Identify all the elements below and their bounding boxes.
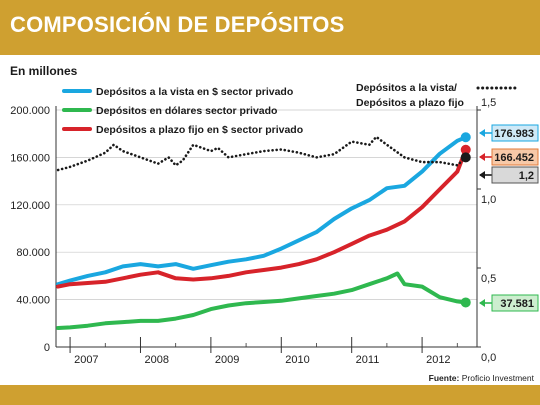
y-tick-label-right: 1,0 [481,194,496,206]
callout-value-dolares: 37.581 [500,298,534,310]
callout-box-plazo [491,148,539,166]
y-tick-label-left: 200.000 [10,105,50,117]
y-tick-label-right: 0,0 [481,352,496,364]
y-tick-label-left: 0 [44,342,50,354]
end-point-dolares [460,297,471,308]
legend-label-ratio-line1: Depósitos a la vista/ [356,82,457,94]
series-line-plazo [56,147,468,289]
x-tick-label: 2011 [356,354,380,366]
legend-label-plazo: Depósitos a plazo fijo en $ sector priva… [96,124,303,136]
callout-arrowhead-plazo [479,153,485,161]
end-point-vista [460,132,471,143]
y-tick-label-left: 120.000 [10,200,50,212]
callout-box-dolares [491,294,539,312]
callout-arrowhead-vista [479,129,485,137]
callout-arrowhead-dolares [479,299,485,307]
x-tick-label: 2008 [144,354,168,366]
y-tick-label-left: 160.000 [10,152,50,164]
end-point-plazo [460,144,471,155]
x-tick-label: 2009 [215,354,239,366]
y-tick-label-right: 1,5 [481,97,496,109]
source-label: Fuente: [428,373,460,383]
series-line-dolares [56,271,468,330]
callout-arrowhead-ratio [479,171,485,179]
header-bar: COMPOSICIÓN DE DEPÓSITOS [0,0,540,55]
x-tick-label: 2010 [285,354,309,366]
footer-bar [0,385,540,405]
units-label: En millones [10,64,78,78]
chart-title: COMPOSICIÓN DE DEPÓSITOS [10,12,345,37]
series-line-vista [56,135,468,287]
series-line-ratio [56,135,468,172]
callout-value-ratio: 1,2 [519,170,534,182]
end-point-ratio [460,152,471,163]
source-note: Fuente: Proficio Investment [429,373,534,383]
source-name: Proficio Investment [461,373,534,383]
legend-label-vista: Depósitos a la vista en $ sector privado [96,86,293,98]
legend-label-dolares: Depósitos en dólares sector privado [96,105,277,117]
legend-label-ratio-line2: Depósitos a plazo fijo [356,97,464,109]
x-tick-label: 2007 [74,354,98,366]
callout-box-vista [491,124,539,142]
y-tick-label-right: 0,5 [481,273,496,285]
callout-box-ratio [491,166,539,184]
x-tick-label: 2012 [426,354,450,366]
callout-value-plazo: 166.452 [494,152,534,164]
y-tick-label-left: 80.000 [16,247,50,259]
y-tick-label-left: 40.000 [16,295,50,307]
callout-value-vista: 176.983 [494,128,534,140]
